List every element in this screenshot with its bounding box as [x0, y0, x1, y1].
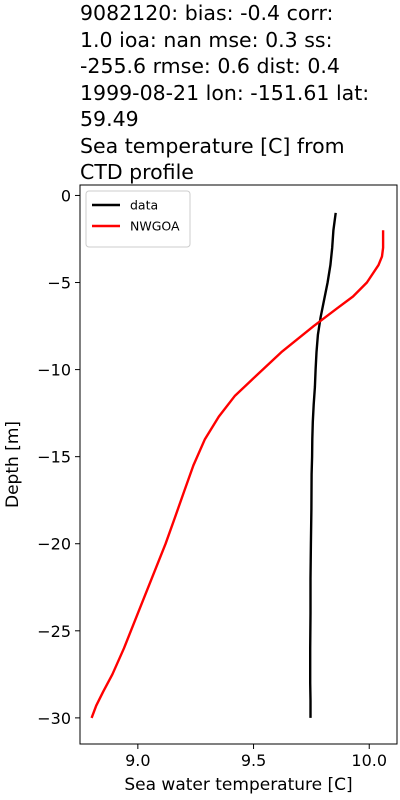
- series-line-data: [309, 212, 337, 718]
- x-tick-label: 10.0: [351, 751, 387, 770]
- y-tick-label: −15: [37, 448, 71, 467]
- y-axis-label: Depth [m]: [3, 421, 23, 508]
- y-tick-label: 0: [61, 186, 71, 205]
- y-tick-label: −30: [37, 709, 71, 728]
- legend-label-data: data: [130, 198, 158, 213]
- x-tick-label: 9.5: [241, 751, 266, 770]
- title-line: 9082120: bias: -0.4 corr:: [80, 1, 334, 25]
- legend: data NWGOA: [85, 190, 191, 248]
- plot-frame: [79, 184, 398, 745]
- y-tick-label: −25: [37, 622, 71, 641]
- series-line-nwgoa: [90, 230, 385, 719]
- y-axis: 0 −5 −10 −15 −20 −25 −30: [37, 186, 80, 728]
- y-tick-label: −10: [37, 361, 71, 380]
- series-layer: [90, 212, 385, 719]
- y-tick-label: −5: [47, 274, 71, 293]
- title-line: Sea temperature [C] from: [80, 133, 345, 158]
- chart-title: 9082120: bias: -0.4 corr: 1.0 ioa: nan m…: [80, 0, 398, 186]
- x-tick-label: 9.0: [125, 751, 150, 770]
- title-line: 1.0 ioa: nan mse: 0.3 ss:: [80, 27, 333, 52]
- x-axis: 9.0 9.5 10.0: [125, 744, 387, 770]
- title-line: 1999-08-21 lon: -151.61 lat:: [80, 80, 370, 105]
- title-line: -255.6 rmse: 0.6 dist: 0.4: [80, 54, 340, 78]
- legend-label-nwgoa: NWGOA: [130, 219, 180, 234]
- title-line: CTD profile: [80, 160, 194, 184]
- y-tick-label: −20: [37, 535, 71, 554]
- x-axis-label: Sea water temperature [C]: [124, 775, 352, 795]
- title-line: 59.49: [80, 107, 139, 131]
